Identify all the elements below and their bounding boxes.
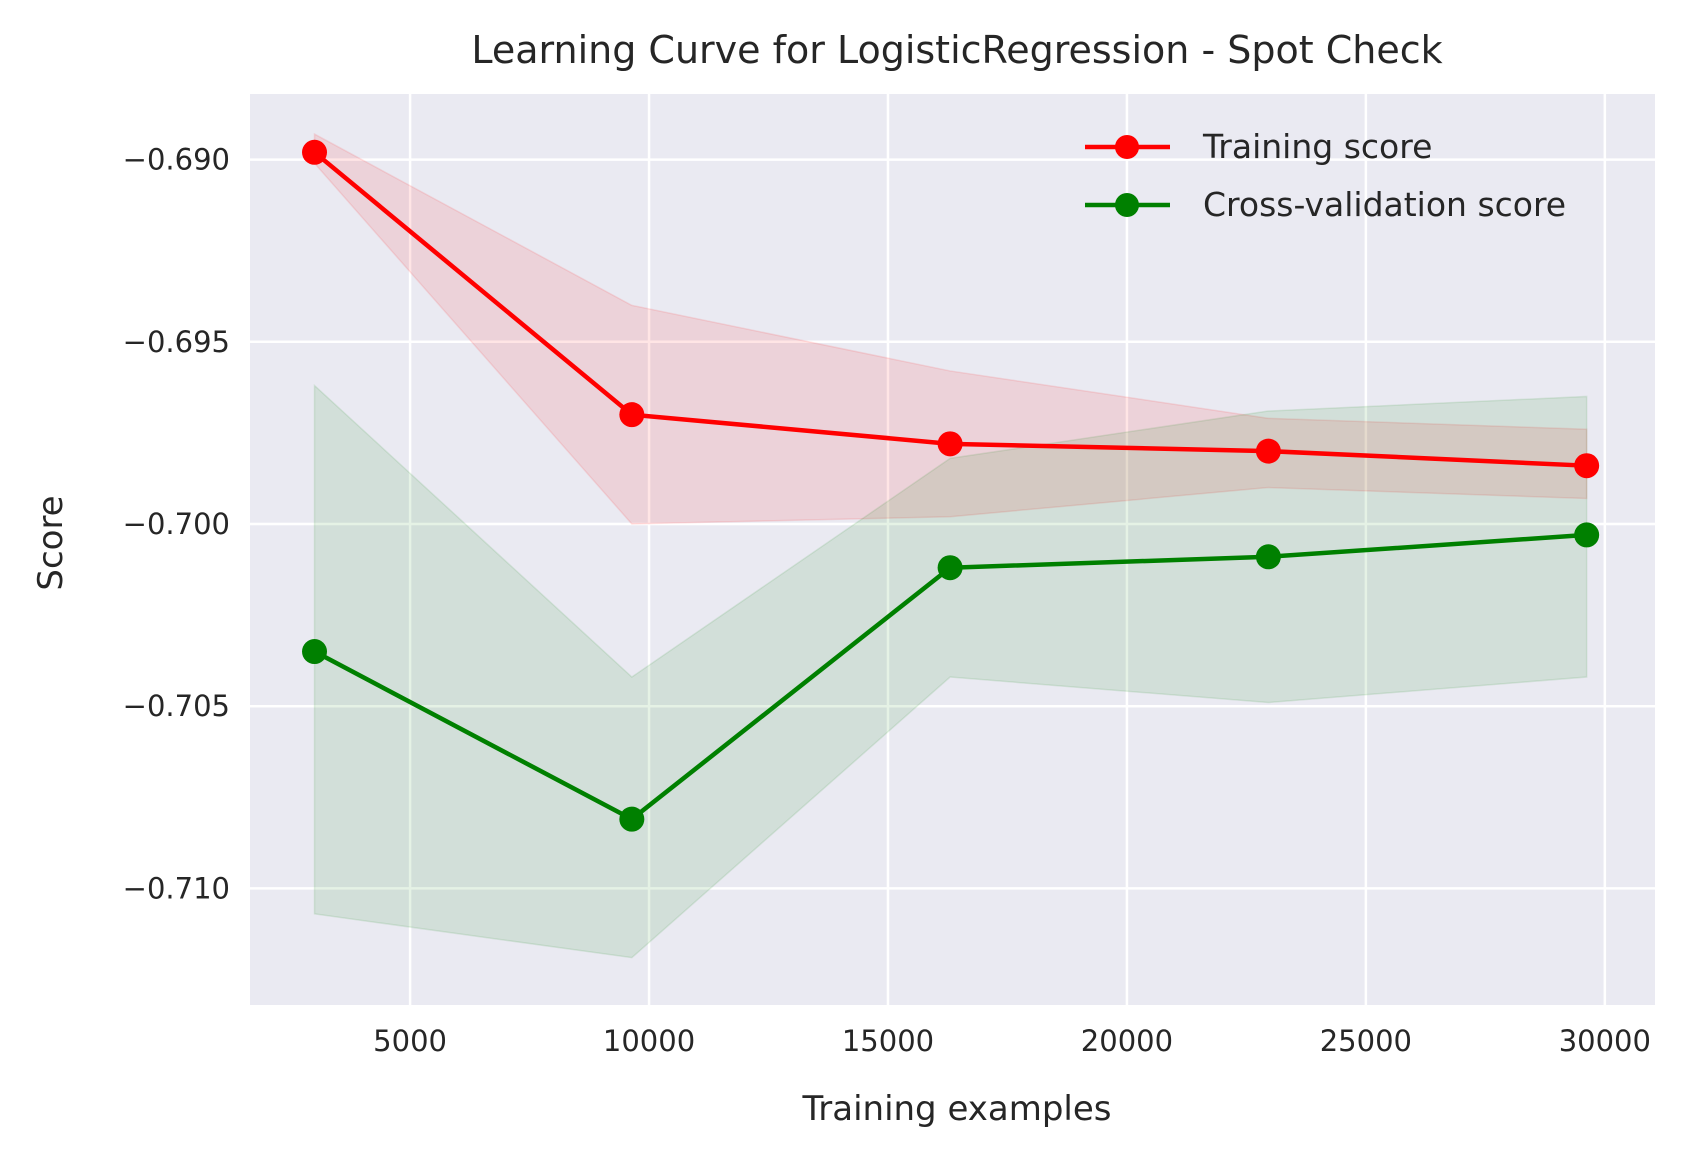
y-tick-label: −0.695 (123, 325, 230, 359)
y-tick-label: −0.700 (123, 507, 230, 541)
point-training (1574, 453, 1600, 479)
x-tick-label: 20000 (1081, 1024, 1173, 1058)
point-cv (619, 806, 645, 832)
y-tick-label: −0.690 (123, 143, 230, 177)
x-tick-label: 25000 (1320, 1024, 1412, 1058)
legend: Training score Cross-validation score (1085, 127, 1566, 224)
x-tick-label: 30000 (1559, 1024, 1651, 1058)
point-cv (1574, 522, 1600, 548)
legend-label-training: Training score (1202, 127, 1432, 166)
chart-title: Learning Curve for LogisticRegression - … (471, 28, 1442, 72)
point-cv (302, 639, 328, 665)
legend-marker-cv (1115, 193, 1139, 217)
x-axis-label: Training examples (801, 1089, 1111, 1129)
y-axis-label: Score (31, 495, 71, 590)
y-tick-label: −0.705 (123, 689, 230, 723)
legend-label-cv: Cross-validation score (1203, 185, 1566, 224)
point-training (1255, 438, 1281, 464)
legend-marker-training (1115, 135, 1139, 159)
grid-lines (250, 94, 1655, 1005)
point-training (302, 139, 328, 165)
x-tick-label: 15000 (842, 1024, 934, 1058)
x-tick-label: 10000 (603, 1024, 695, 1058)
plot-area (250, 94, 1655, 1005)
y-axis-ticks: −0.690 −0.695 −0.700 −0.705 −0.710 (123, 143, 230, 906)
series-points (302, 139, 1600, 832)
point-training (619, 402, 645, 428)
point-cv (1255, 544, 1281, 570)
y-tick-label: −0.710 (123, 871, 230, 905)
point-training (937, 431, 963, 457)
x-tick-label: 5000 (373, 1024, 447, 1058)
x-axis-ticks: 5000 10000 15000 20000 25000 30000 (373, 1024, 1651, 1058)
point-cv (937, 555, 963, 581)
